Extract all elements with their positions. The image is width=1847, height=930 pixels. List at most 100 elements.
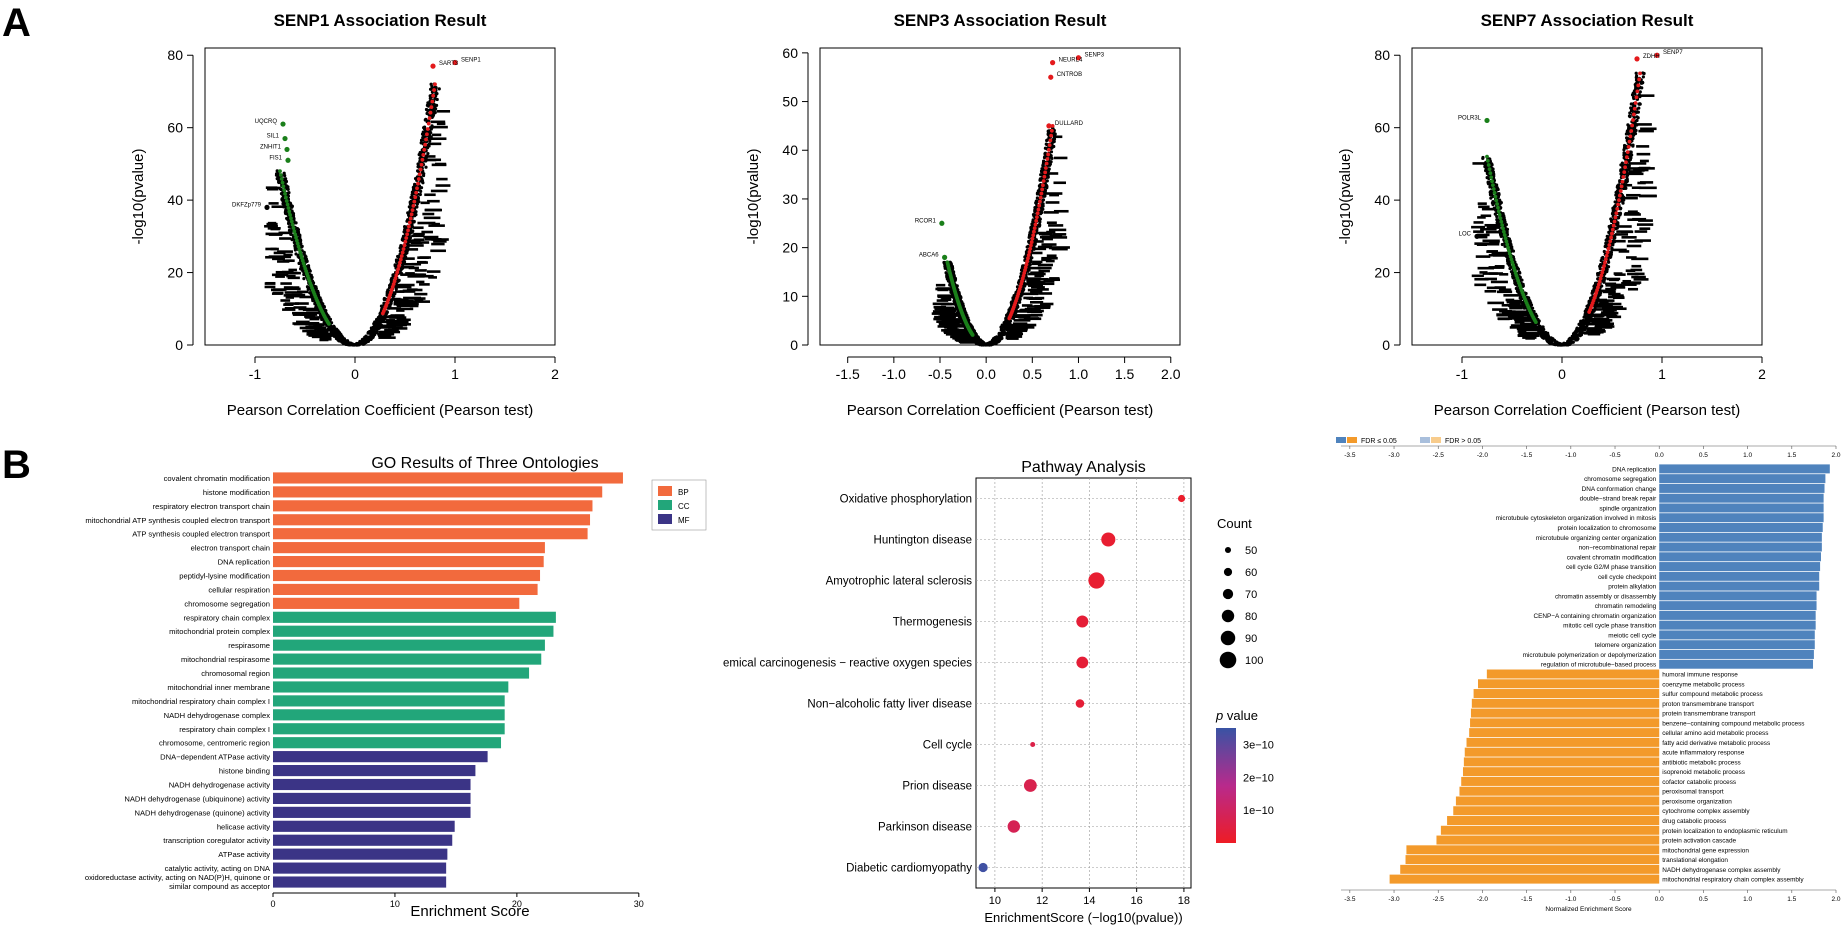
y-tick-label: 60 (167, 120, 183, 136)
gene-label-mark (1035, 240, 1044, 243)
gene-label-mark (432, 164, 447, 167)
positive-significant-point (1038, 200, 1042, 204)
positive-significant-point (1045, 157, 1049, 161)
gene-point (341, 338, 344, 341)
gene-point (426, 152, 429, 155)
gene-point (377, 317, 380, 320)
gene-point (424, 166, 427, 169)
gene-point (307, 288, 310, 291)
positive-significant-point (1043, 170, 1047, 174)
gene-point (338, 339, 341, 342)
y-tick-label: 60 (1374, 120, 1390, 136)
gene-label-mark (937, 299, 949, 302)
gene-point (1001, 325, 1004, 328)
negative-significant-point (285, 199, 289, 203)
gene-label-mark (1053, 135, 1062, 138)
gene-point (1013, 294, 1016, 297)
volcano-plot-senp3: SENP3 Association Result0102030405060-1.… (745, 11, 1181, 419)
gene-point (419, 193, 422, 196)
positive-significant-point (430, 100, 434, 104)
gene-label-mark (404, 257, 415, 260)
gene-point (414, 210, 417, 213)
x-tick-label: 0 (351, 366, 359, 382)
panel-label-b: B (2, 443, 31, 487)
gene-point (299, 239, 302, 242)
gene-point (296, 227, 299, 230)
gene-label-mark (1008, 333, 1017, 336)
gene-point (1548, 339, 1551, 342)
positive-significant-point (1045, 162, 1049, 166)
gene-label-mark (425, 155, 435, 158)
gene-label-mark (413, 226, 424, 229)
positive-significant-point (1040, 192, 1044, 196)
gene-label-mark (320, 338, 332, 341)
gene-label-mark (432, 134, 441, 137)
gene-point (390, 277, 393, 280)
volcano-title: SENP3 Association Result (894, 11, 1107, 30)
positive-significant-point (1047, 148, 1051, 152)
y-tick-label: 0 (175, 337, 183, 353)
negative-significant-point (945, 260, 949, 264)
gene-point (945, 275, 948, 278)
negative-significant-point (291, 223, 295, 227)
gene-point (1630, 151, 1633, 154)
gene-point (1574, 336, 1577, 339)
gene-label-mark (1022, 304, 1033, 307)
positive-significant-point (1046, 153, 1050, 157)
positive-significant-point (433, 82, 437, 86)
gene-point (1495, 183, 1498, 186)
gene-label-mark (409, 267, 419, 270)
gene-point (428, 103, 431, 106)
gene-label-mark (420, 256, 431, 259)
x-tick-label: 2.0 (1161, 366, 1181, 382)
gene-label: SIL1 (267, 134, 280, 140)
gene-point (275, 172, 278, 175)
positive-significant-point (421, 153, 425, 157)
gene-label-mark (1030, 271, 1044, 274)
gene-label-mark (275, 275, 285, 278)
positive-significant-point (419, 168, 423, 172)
positive-significant-point (1048, 143, 1052, 147)
gene-label-mark (1048, 224, 1063, 227)
gene-point (371, 335, 374, 338)
gene-point (1045, 139, 1048, 142)
gene-label-mark (423, 236, 438, 239)
gene-label-mark (425, 238, 442, 241)
gene-point (395, 258, 398, 261)
gene-label-mark (417, 222, 435, 225)
gene-point (1590, 296, 1593, 299)
gene-label-mark (269, 202, 279, 205)
gene-point (1038, 184, 1041, 187)
gene-label-mark (428, 143, 441, 146)
gene-label-mark (305, 326, 322, 329)
gene-label: RCOR1 (915, 218, 937, 224)
gene-point (985, 343, 988, 346)
x-axis-label: Pearson Correlation Coefficient (Pearson… (847, 402, 1154, 419)
gene-point (1631, 144, 1634, 147)
y-tick-label: 20 (167, 265, 183, 281)
positive-significant-point (1042, 179, 1046, 183)
positive-significant-point (1043, 175, 1047, 179)
gene-point (394, 264, 397, 267)
positive-significant-point (431, 94, 435, 98)
gene-label-mark (284, 286, 299, 289)
x-tick-label: -1.5 (836, 366, 860, 382)
gene-label-mark (425, 209, 442, 212)
y-tick-label: 40 (167, 192, 183, 208)
gene-point (367, 332, 370, 335)
gene-label-mark (1054, 247, 1062, 250)
y-tick-label: 0 (1382, 337, 1390, 353)
gene-point (363, 336, 366, 339)
gene-point (1637, 116, 1640, 119)
gene-point (420, 139, 423, 142)
plot-frame (820, 48, 1180, 345)
gene-label-mark (286, 275, 295, 278)
positive-significant-point (1027, 253, 1031, 257)
gene-point (1606, 235, 1609, 238)
gene-point (991, 339, 994, 342)
gene-label-mark (308, 323, 324, 326)
gene-label: DULLARD (1055, 121, 1084, 127)
gene-label-mark (422, 275, 434, 278)
gene-point (406, 211, 409, 214)
